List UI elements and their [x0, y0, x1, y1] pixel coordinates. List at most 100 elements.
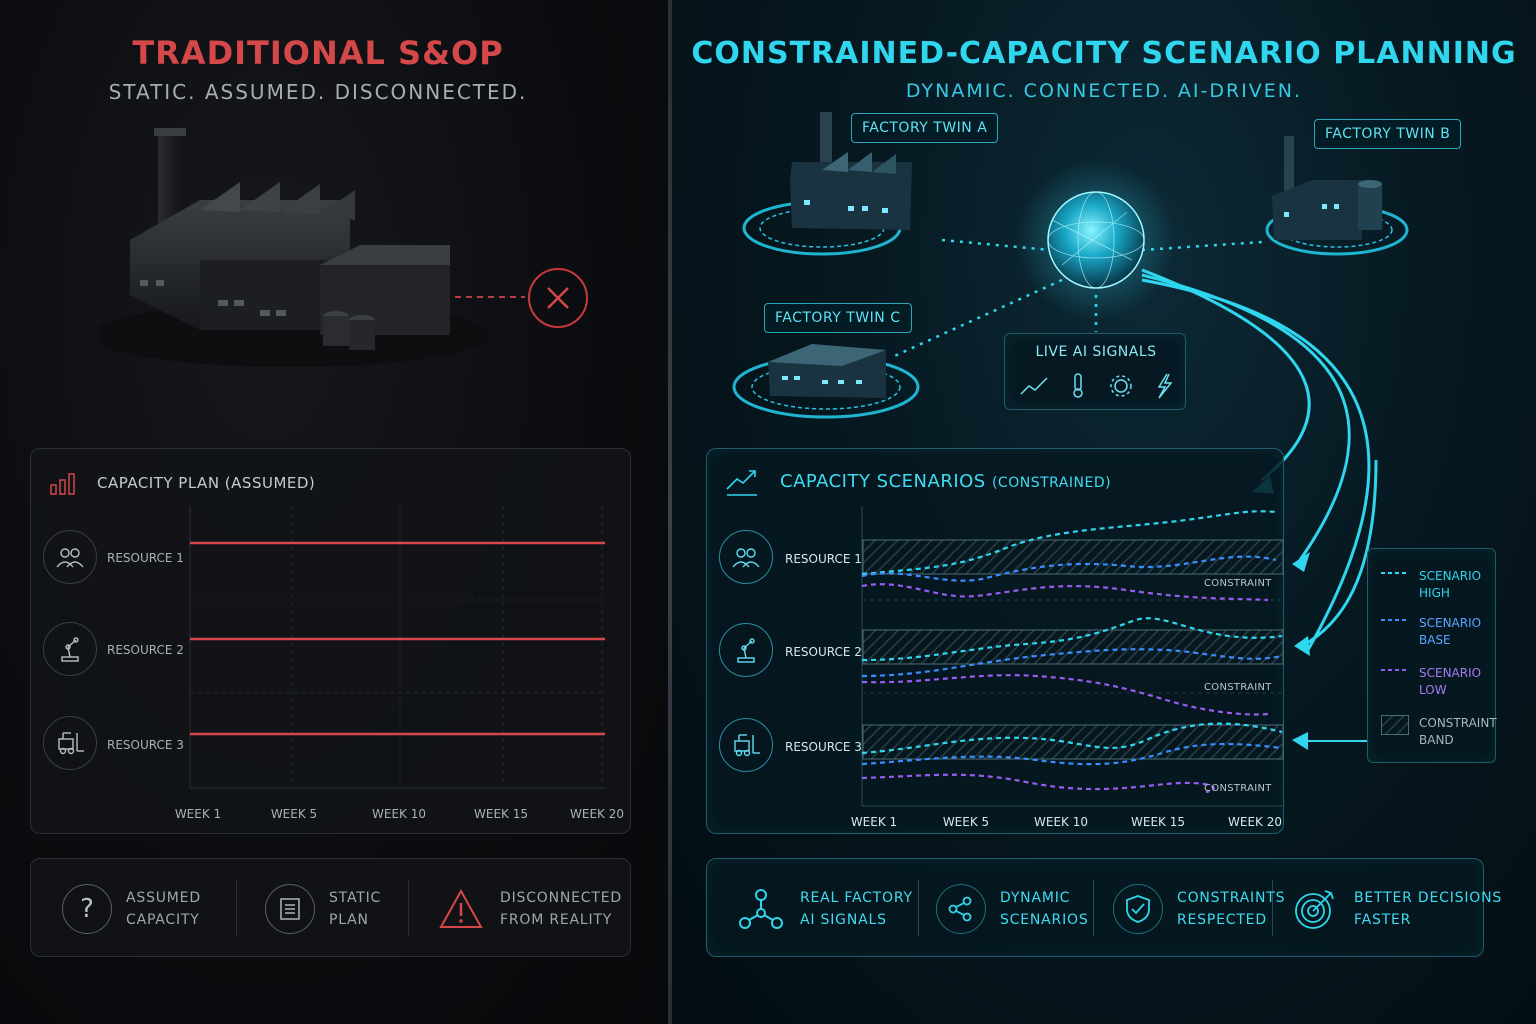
legend-high-swatch	[1381, 572, 1409, 574]
live-ai-signals-panel: LIVE AI SIGNALS	[1004, 333, 1186, 410]
capacity-scenarios-chart	[861, 506, 1284, 807]
right-week-1: WEEK 1	[850, 815, 898, 829]
right-week-15: WEEK 15	[1131, 815, 1185, 829]
resource-2-robot-arm-icon	[43, 622, 97, 676]
r1-scenario-low	[861, 583, 1269, 602]
right-title: CONSTRAINED-CAPACITY SCENARIO PLANNING	[691, 36, 1517, 71]
factory-twin-a-chip[interactable]: FACTORY TWIN A	[851, 113, 999, 143]
capacity-scenarios-title-sub: (CONSTRAINED)	[991, 475, 1112, 491]
left-week-20: WEEK 20	[570, 807, 624, 821]
feature-separator	[918, 880, 919, 936]
scenario-flow-arrows	[1292, 460, 1378, 750]
resource-3-label: RESOURCE 3	[785, 740, 862, 754]
r3-scenario-high	[861, 722, 1283, 755]
capacity-scenarios-title-main: CAPACITY SCENARIOS	[780, 471, 986, 492]
factory-dark-illustration	[100, 128, 525, 367]
feature-disconnected: DISCONNECTED FROM REALITY	[436, 884, 622, 934]
traditional-features-bar	[30, 858, 631, 957]
legend-scenario-base-text: SCENARIO BASE	[1419, 616, 1482, 647]
ai-core-globe-icon	[1047, 191, 1145, 289]
left-title: TRADITIONAL S&OP	[132, 34, 504, 72]
feature-better-decisions-text: BETTER DECISIONS FASTER	[1354, 890, 1503, 928]
resource-2-robot-arm-icon	[719, 623, 773, 677]
left-week-15: WEEK 15	[474, 807, 528, 821]
legend-scenario-high: SCENARIO HIGH	[1381, 568, 1481, 602]
resource-1-people-icon	[43, 530, 97, 584]
shield-check-icon	[1113, 884, 1163, 934]
feature-dynamic-scenarios-text: DYNAMIC SCENARIOS	[1000, 890, 1089, 928]
capacity-plan-title: CAPACITY PLAN (ASSUMED)	[97, 474, 316, 492]
question-icon: ?	[62, 884, 112, 934]
capacity-scenarios-title: CAPACITY SCENARIOS (CONSTRAINED)	[780, 471, 1111, 492]
right-week-10: WEEK 10	[1034, 815, 1088, 829]
disconnected-x-icon	[528, 268, 588, 328]
trend-icon	[1020, 377, 1048, 395]
feature-constraints-respected: CONSTRAINTS RESPECTED	[1113, 884, 1285, 934]
resource-1-constraint-label: CONSTRAINT	[1204, 578, 1272, 589]
r1-scenario-base	[861, 555, 1277, 582]
resource-1-label: RESOURCE 1	[107, 551, 184, 565]
trend-chart-icon	[726, 470, 757, 496]
feature-real-factory-signals-text: REAL FACTORY AI SIGNALS	[800, 890, 913, 928]
r3-scenario-low	[861, 773, 1215, 794]
gear-icon	[1114, 379, 1128, 393]
resource-2-label: RESOURCE 2	[785, 645, 862, 659]
resource-2-constraint-band	[862, 629, 1284, 665]
legend-low-swatch	[1381, 669, 1409, 671]
r1-scenario-high	[861, 510, 1279, 576]
feature-static-plan-text: STATIC PLAN	[329, 890, 382, 928]
feature-disconnected-text: DISCONNECTED FROM REALITY	[500, 890, 622, 928]
capacity-plan-chart	[189, 506, 605, 789]
resource-2-constraint-label: CONSTRAINT	[1204, 682, 1272, 693]
right-subtitle: DYNAMIC. CONNECTED. AI-DRIVEN.	[905, 80, 1303, 102]
scenario-features-bar	[706, 858, 1484, 957]
target-icon	[1290, 884, 1340, 934]
resource-1-constraint-band	[862, 539, 1284, 575]
right-week-20: WEEK 20	[1228, 815, 1282, 829]
legend-scenario-base: SCENARIO BASE	[1381, 615, 1481, 649]
feature-separator	[408, 880, 409, 936]
left-subtitle: STATIC. ASSUMED. DISCONNECTED.	[108, 80, 528, 104]
warning-icon	[436, 884, 486, 934]
resource-1-label: RESOURCE 1	[785, 552, 862, 566]
feature-constraints-respected-text: CONSTRAINTS RESPECTED	[1177, 890, 1286, 928]
left-week-5: WEEK 5	[270, 807, 318, 821]
resource-2-label: RESOURCE 2	[107, 643, 184, 657]
feature-assumed-capacity-text: ASSUMED CAPACITY	[126, 890, 201, 928]
legend-scenario-low: SCENARIO LOW	[1381, 665, 1481, 699]
left-week-1: WEEK 1	[174, 807, 222, 821]
feature-separator	[236, 880, 237, 936]
resource-3-forklift-icon	[43, 716, 97, 770]
signal-icons	[1020, 373, 1173, 399]
legend-base-swatch	[1381, 619, 1409, 621]
live-ai-signals-title: LIVE AI SIGNALS	[1035, 344, 1157, 360]
feature-better-decisions: BETTER DECISIONS FASTER	[1290, 884, 1502, 934]
feature-real-factory-signals: REAL FACTORY AI SIGNALS	[736, 884, 913, 934]
legend-constraint-band: CONSTRAINT BAND	[1381, 715, 1497, 749]
legend-band-swatch	[1381, 715, 1409, 735]
resource-3-constraint-label: CONSTRAINT	[1204, 783, 1272, 794]
share-icon	[936, 884, 986, 934]
feature-assumed-capacity: ? ASSUMED CAPACITY	[62, 884, 201, 934]
thermometer-icon	[1074, 373, 1082, 391]
factory-twin-b-chip[interactable]: FACTORY TWIN B	[1314, 119, 1462, 149]
digital-twin-network	[732, 112, 1409, 651]
lightning-icon	[1157, 373, 1173, 399]
panel-divider	[668, 0, 672, 1024]
right-week-5: WEEK 5	[942, 815, 990, 829]
bar-chart-icon	[50, 473, 75, 495]
feature-separator	[1093, 880, 1094, 936]
document-icon	[265, 884, 315, 934]
left-week-10: WEEK 10	[372, 807, 426, 821]
feature-static-plan: STATIC PLAN	[265, 884, 381, 934]
capacity-plan-card: CAPACITY PLAN (ASSUMED)	[30, 448, 631, 834]
feature-separator	[1272, 880, 1273, 936]
factory-twin-c-chip[interactable]: FACTORY TWIN C	[764, 303, 912, 333]
legend-scenario-low-text: SCENARIO LOW	[1419, 666, 1482, 697]
legend-constraint-band-text: CONSTRAINT BAND	[1419, 716, 1497, 747]
legend-scenario-high-text: SCENARIO HIGH	[1419, 569, 1482, 600]
network-icon	[736, 884, 786, 934]
resource-3-forklift-icon	[719, 718, 773, 772]
resource-1-people-icon	[719, 530, 773, 584]
feature-dynamic-scenarios: DYNAMIC SCENARIOS	[936, 884, 1089, 934]
